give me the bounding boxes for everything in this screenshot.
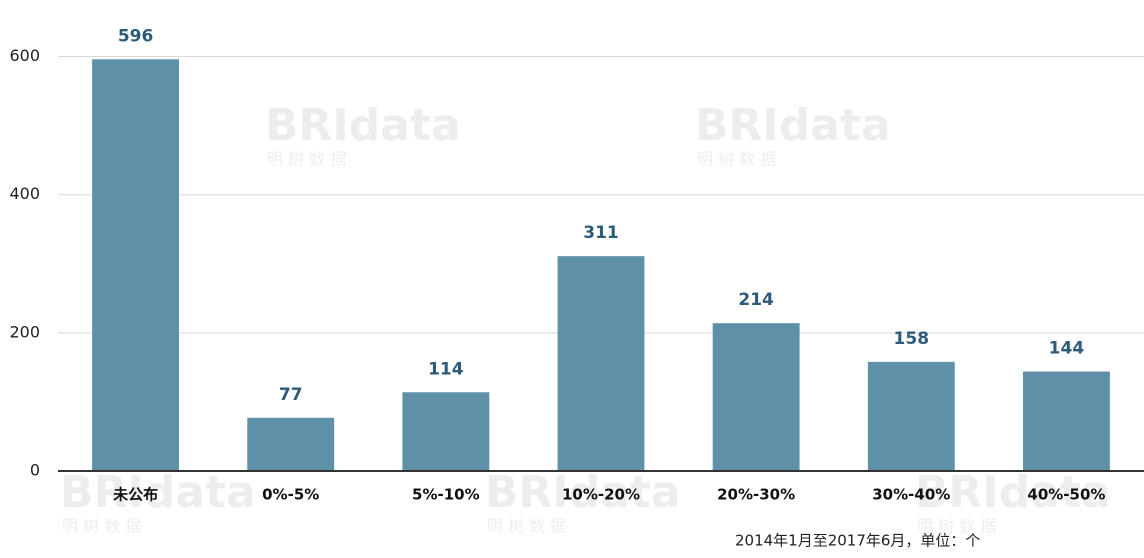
watermark-sub: 明 树 数 据 bbox=[62, 517, 141, 536]
x-tick-label: 0%-5% bbox=[262, 486, 319, 504]
y-tick-label: 0 bbox=[30, 461, 40, 480]
value-label: 144 bbox=[1049, 339, 1085, 359]
value-label: 214 bbox=[738, 290, 774, 310]
bar bbox=[557, 256, 645, 471]
bar bbox=[1022, 371, 1110, 471]
y-tick-label: 400 bbox=[9, 184, 40, 203]
x-tick-label: 30%-40% bbox=[872, 486, 950, 504]
watermark-sub: 明 树 数 据 bbox=[267, 150, 346, 169]
bar bbox=[867, 361, 955, 471]
watermark: BRIdata bbox=[60, 467, 256, 518]
watermark: BRIdata bbox=[915, 467, 1111, 518]
note: 2014年1月至2017年6月，单位：个 bbox=[735, 532, 980, 550]
y-tick-label: 600 bbox=[9, 46, 40, 65]
value-label: 311 bbox=[583, 223, 619, 243]
bar bbox=[92, 59, 180, 471]
watermark-sub: 明 树 数 据 bbox=[487, 517, 566, 536]
value-label: 77 bbox=[279, 385, 303, 405]
x-tick-label: 未公布 bbox=[112, 486, 158, 504]
watermark-sub: 明 树 数 据 bbox=[917, 517, 996, 536]
watermark: BRIdata bbox=[485, 467, 681, 518]
value-label: 114 bbox=[428, 359, 464, 379]
bar bbox=[402, 392, 490, 471]
y-tick-label: 200 bbox=[9, 322, 40, 341]
bar bbox=[712, 323, 800, 471]
watermark: BRIdata bbox=[695, 100, 891, 151]
value-label: 596 bbox=[118, 26, 154, 46]
watermark-sub: 明 树 数 据 bbox=[697, 150, 776, 169]
x-tick-label: 5%-10% bbox=[412, 486, 480, 504]
value-label: 158 bbox=[894, 329, 930, 349]
bar bbox=[247, 417, 335, 471]
x-tick-label: 20%-30% bbox=[717, 486, 795, 504]
watermark: BRIdata bbox=[265, 100, 461, 151]
x-tick-label: 10%-20% bbox=[562, 486, 640, 504]
x-tick-label: 40%-50% bbox=[1027, 486, 1105, 504]
